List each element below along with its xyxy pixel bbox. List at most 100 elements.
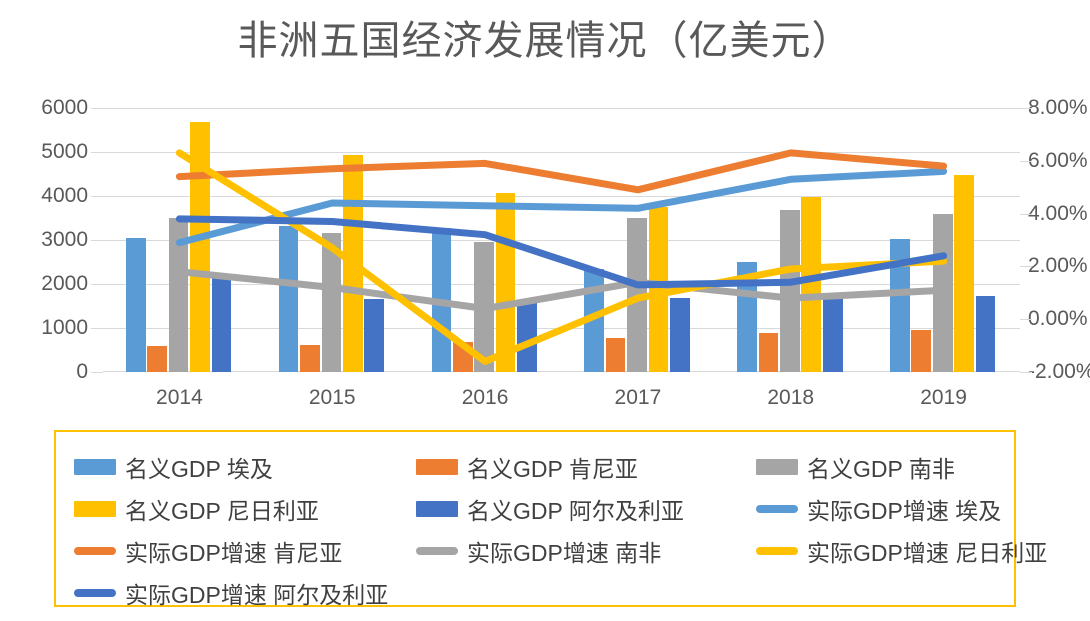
lines-layer bbox=[175, 149, 948, 365]
bar bbox=[822, 297, 843, 372]
legend-item[interactable]: 实际GDP增速 南非 bbox=[416, 530, 661, 572]
y-axis-right-tick-label: 0.00% bbox=[1028, 307, 1088, 331]
bar bbox=[278, 225, 299, 372]
legend-item[interactable]: 实际GDP增速 阿尔及利亚 bbox=[74, 572, 388, 614]
legend-item[interactable]: 名义GDP 肯尼亚 bbox=[416, 446, 638, 488]
legend-row: 名义GDP 埃及 名义GDP 肯尼亚 名义GDP 南非 bbox=[56, 446, 1014, 494]
bar bbox=[670, 298, 690, 372]
legend-bar-swatch-icon bbox=[416, 501, 458, 517]
bar bbox=[975, 296, 996, 372]
legend-bar-swatch-icon bbox=[74, 459, 116, 475]
legend-item-label: 实际GDP增速 埃及 bbox=[807, 498, 1002, 524]
chart-title: 非洲五国经济发展情况（亿美元） bbox=[237, 19, 853, 63]
bar bbox=[364, 298, 385, 372]
bar bbox=[300, 344, 320, 372]
bar bbox=[190, 122, 210, 372]
bar bbox=[321, 232, 342, 372]
bar bbox=[758, 333, 779, 372]
bar bbox=[954, 175, 974, 372]
y-axis-left-tick bbox=[91, 240, 103, 241]
gridline bbox=[103, 108, 1020, 109]
legend-item-label: 名义GDP 阿尔及利亚 bbox=[467, 498, 684, 524]
y-axis-left-tick-label: 6000 bbox=[41, 96, 88, 119]
y-axis-right-tick-label: 8.00% bbox=[1028, 96, 1088, 119]
bar bbox=[801, 197, 822, 372]
legend-row: 名义GDP 尼日利亚 名义GDP 阿尔及利亚 实际GDP增速 埃及 bbox=[56, 488, 1014, 536]
legend-line-swatch-icon bbox=[416, 547, 458, 555]
x-axis-tick-label: 2018 bbox=[767, 386, 815, 409]
y-axis-right-tick-label: 4.00% bbox=[1028, 201, 1088, 225]
legend-item-label: 名义GDP 南非 bbox=[807, 456, 955, 482]
bar bbox=[147, 345, 167, 372]
x-axis-tick-label: 2014 bbox=[156, 386, 203, 409]
line-series bbox=[175, 167, 948, 247]
legend-item-label: 名义GDP 埃及 bbox=[125, 456, 273, 482]
legend-line-swatch-icon bbox=[756, 547, 798, 555]
line-series bbox=[175, 268, 948, 313]
y-axis-left-tick-label: 2000 bbox=[41, 272, 88, 295]
line-series bbox=[175, 149, 948, 194]
legend-item-label: 实际GDP增速 尼日利亚 bbox=[807, 540, 1048, 566]
y-axis-left-tick bbox=[91, 152, 103, 153]
y-axis-right-tick bbox=[1020, 160, 1032, 162]
legend-item[interactable]: 名义GDP 埃及 bbox=[74, 446, 273, 488]
y-axis-left-tick-label: 1000 bbox=[41, 316, 88, 339]
legend-item[interactable]: 实际GDP增速 埃及 bbox=[756, 488, 1001, 530]
x-axis-tick-label: 2017 bbox=[614, 386, 662, 409]
gridline bbox=[103, 152, 1020, 153]
bar bbox=[211, 278, 232, 372]
y-axis-left-tick-label: 5000 bbox=[41, 140, 88, 163]
gridline bbox=[103, 240, 1020, 241]
legend-item-label: 实际GDP增速 南非 bbox=[467, 540, 662, 566]
bar bbox=[890, 238, 910, 372]
y-axis-right-tick bbox=[1020, 372, 1032, 373]
y-axis-right-tick-label: -2.00% bbox=[1028, 360, 1090, 383]
legend-item-label: 实际GDP增速 肯尼亚 bbox=[125, 540, 343, 566]
line-series bbox=[175, 149, 948, 365]
legend-item[interactable]: 名义GDP 尼日利亚 bbox=[74, 488, 319, 530]
y-axis-left-tick bbox=[91, 284, 103, 285]
legend-item[interactable]: 实际GDP增速 尼日利亚 bbox=[756, 530, 1047, 572]
legend-bar-swatch-icon bbox=[756, 459, 798, 475]
y-axis-right-tick bbox=[1020, 213, 1032, 215]
bar bbox=[168, 217, 189, 372]
y-axis-left-tick-label: 0 bbox=[76, 360, 88, 383]
gridline bbox=[103, 196, 1020, 197]
y-axis-right-tick-label: 2.00% bbox=[1028, 254, 1088, 278]
plot-area bbox=[103, 108, 1020, 372]
legend-line-swatch-icon bbox=[756, 505, 798, 513]
legend-item-label: 实际GDP增速 阿尔及利亚 bbox=[125, 582, 389, 608]
legend-line-swatch-icon bbox=[74, 589, 116, 597]
gridline bbox=[103, 371, 1020, 372]
legend-row: 实际GDP增速 肯尼亚 实际GDP增速 南非 实际GDP增速 尼日利亚 bbox=[56, 530, 1047, 578]
y-axis-left-tick-label: 4000 bbox=[41, 184, 88, 207]
legend-row: 实际GDP增速 阿尔及利亚 bbox=[56, 572, 1014, 620]
y-axis-left-tick bbox=[91, 328, 103, 329]
bar bbox=[605, 338, 626, 372]
y-axis-left-tick bbox=[91, 196, 103, 197]
gridline bbox=[103, 284, 1020, 285]
bar bbox=[584, 268, 605, 372]
y-axis-left-tick bbox=[91, 372, 103, 373]
bar bbox=[648, 207, 669, 372]
legend-item[interactable]: 名义GDP 阿尔及利亚 bbox=[416, 488, 684, 530]
line-series bbox=[175, 215, 948, 289]
y-axis-right-tick bbox=[1020, 319, 1032, 321]
x-axis-tick-label: 2015 bbox=[308, 386, 356, 409]
legend-item[interactable]: 实际GDP增速 肯尼亚 bbox=[74, 530, 342, 572]
chart-legend: 名义GDP 埃及 名义GDP 肯尼亚 名义GDP 南非 名义GDP 尼日利亚 名义GDP… bbox=[54, 430, 1047, 608]
x-axis-tick-label: 2016 bbox=[461, 386, 509, 409]
y-axis-left-tick bbox=[91, 108, 103, 109]
y-axis-right-tick bbox=[1020, 266, 1032, 268]
legend-item[interactable]: 名义GDP 南非 bbox=[756, 446, 955, 488]
bar bbox=[911, 329, 932, 372]
y-axis-right-tick bbox=[1020, 108, 1032, 109]
bar bbox=[125, 237, 146, 372]
y-axis-left-tick-label: 3000 bbox=[41, 228, 88, 251]
legend-bar-swatch-icon bbox=[74, 501, 116, 517]
legend-item-label: 名义GDP 肯尼亚 bbox=[467, 456, 638, 482]
legend-line-swatch-icon bbox=[74, 547, 116, 555]
legend-item-label: 名义GDP 尼日利亚 bbox=[125, 498, 319, 524]
legend-bar-swatch-icon bbox=[416, 459, 458, 475]
